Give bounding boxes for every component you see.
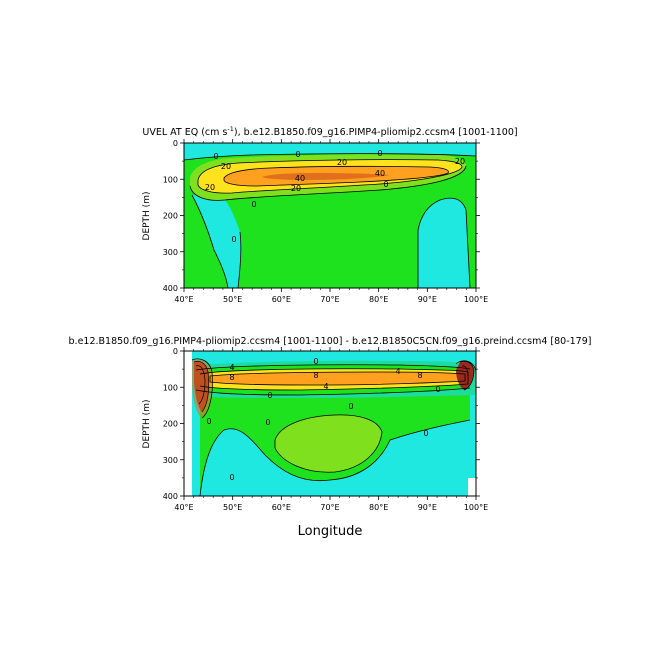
bottom-y-axis-label: DEPTH (m) xyxy=(142,400,152,449)
bottom-panel: b.e12.B1850.f09_g16.PIMP4-pliomip2.ccsm4… xyxy=(69,336,592,539)
top-contour-labels: 0 0 20 20 0 20 40 40 20 20 0 0 0 xyxy=(205,149,465,244)
top-contour-label: 40 xyxy=(295,174,305,183)
bottom-missing-data-left xyxy=(184,351,192,496)
bottom-panel-title: b.e12.B1850.f09_g16.PIMP4-pliomip2.ccsm4… xyxy=(69,336,592,347)
bottom-x-tick-label: 40°E xyxy=(174,503,193,512)
bottom-west-orange xyxy=(192,358,213,418)
top-contour-line-0a xyxy=(183,153,477,161)
top-y-tick-label: 100 xyxy=(163,175,178,184)
bottom-contour-line-0-surface xyxy=(195,364,471,371)
top-west-cyan xyxy=(192,195,241,288)
top-x-tick-label: 70°E xyxy=(320,295,339,304)
bottom-contour-label: 4 xyxy=(323,382,328,391)
bottom-jet-orange xyxy=(210,372,465,385)
top-contour-label: 0 xyxy=(231,235,236,244)
top-surface-cyan xyxy=(184,143,476,160)
bottom-x-tick-label: 80°E xyxy=(369,503,388,512)
bottom-y-tick-label: 0 xyxy=(173,347,178,356)
top-x-tick-label: 50°E xyxy=(223,295,242,304)
top-y-tick-label: 200 xyxy=(163,212,178,221)
top-contour-label: 20 xyxy=(205,183,215,192)
top-y-axis-label: DEPTH (m) xyxy=(142,192,152,241)
bottom-y-tick-label: 200 xyxy=(163,420,178,429)
top-x-ticks: 40°E 50°E 60°E 70°E 80°E 90°E 100°E xyxy=(174,139,488,304)
bottom-contour-label: 0 xyxy=(435,385,440,394)
top-contour-label: 20 xyxy=(337,158,347,167)
bottom-contour-line-0-core xyxy=(274,414,383,473)
bottom-contour-label: 0 xyxy=(265,418,270,427)
top-contour-line-0-west xyxy=(191,194,242,289)
top-contour-line-0-east xyxy=(417,197,471,289)
bottom-y-tick-label: 300 xyxy=(163,456,178,465)
top-x-tick-label: 60°E xyxy=(272,295,291,304)
top-y-tick-label: 0 xyxy=(173,139,178,148)
bottom-x-tick-label: 70°E xyxy=(320,503,339,512)
bottom-x-tick-label: 50°E xyxy=(223,503,242,512)
bottom-contour-label: 8 xyxy=(417,371,422,380)
top-contour-label: 40 xyxy=(375,169,385,178)
bottom-missing-data xyxy=(468,478,476,496)
top-contour-line-20 xyxy=(197,159,463,194)
top-y-tick-label: 300 xyxy=(163,248,178,257)
bottom-contour-label: 4 xyxy=(229,363,234,372)
top-y-tick-label: 400 xyxy=(163,284,178,293)
bottom-x-tick-label: 100°E xyxy=(464,503,488,512)
bottom-contour-label: 0 xyxy=(423,429,428,438)
bottom-y-tick-label: 400 xyxy=(163,492,178,501)
top-jet-max xyxy=(262,173,390,180)
top-contour-label: 20 xyxy=(291,184,301,193)
top-panel-title: UVEL AT EQ (cm s-1), b.e12.B1850.f09_g16… xyxy=(142,125,517,138)
top-contour-label: 20 xyxy=(455,157,465,166)
bottom-contour-label: 0 xyxy=(267,391,272,400)
bottom-contour-line-0-region xyxy=(199,419,471,497)
top-x-tick-label: 90°E xyxy=(418,295,437,304)
top-contour-label: 20 xyxy=(221,162,231,171)
top-east-cyan xyxy=(418,198,470,288)
top-panel: UVEL AT EQ (cm s-1), b.e12.B1850.f09_g16… xyxy=(142,125,518,304)
top-x-tick-label: 100°E xyxy=(464,295,488,304)
bottom-contour-label: 4 xyxy=(395,367,400,376)
bottom-contour-label: 0 xyxy=(348,402,353,411)
top-contour-field: 0 0 20 20 0 20 40 40 20 20 0 0 0 xyxy=(183,143,477,289)
bottom-contour-label: 0 xyxy=(313,357,318,366)
bottom-contour-line-0-below xyxy=(195,387,471,396)
bottom-contour-line-east xyxy=(455,360,477,391)
top-contour-line-0b xyxy=(189,165,467,201)
bottom-y-tick-label: 100 xyxy=(163,383,178,392)
top-x-tick-label: 80°E xyxy=(369,295,388,304)
bottom-x-ticks: 40°E 50°E 60°E 70°E 80°E 90°E 100°E xyxy=(174,347,488,512)
bottom-contour-line-west xyxy=(191,358,213,419)
top-contour-label: 0 xyxy=(377,149,382,158)
top-contour-label: 0 xyxy=(213,152,218,161)
top-contour-label: 0 xyxy=(251,200,256,209)
bottom-contour-line-4 xyxy=(199,368,469,391)
bottom-contour-label: 8 xyxy=(313,371,318,380)
top-contour-label: 0 xyxy=(383,180,388,189)
bottom-x-tick-label: 60°E xyxy=(272,503,291,512)
top-x-tick-label: 40°E xyxy=(174,295,193,304)
bottom-x-tick-label: 90°E xyxy=(418,503,437,512)
bottom-contour-labels: 0 4 8 8 4 8 4 0 0 0 0 0 0 0 xyxy=(206,357,440,482)
bottom-lightgreen-core xyxy=(275,414,382,473)
bottom-contour-field: 0 4 8 8 4 8 4 0 0 0 0 0 0 0 xyxy=(184,351,477,497)
bottom-contour-label: 8 xyxy=(229,373,234,382)
top-contour-line-40 xyxy=(223,165,449,187)
bottom-contour-label: 0 xyxy=(206,417,211,426)
top-contour-label: 0 xyxy=(295,150,300,159)
bottom-contour-line-8 xyxy=(209,371,466,386)
bottom-x-axis-label: Longitude xyxy=(298,524,363,539)
bottom-contour-label: 0 xyxy=(229,473,234,482)
